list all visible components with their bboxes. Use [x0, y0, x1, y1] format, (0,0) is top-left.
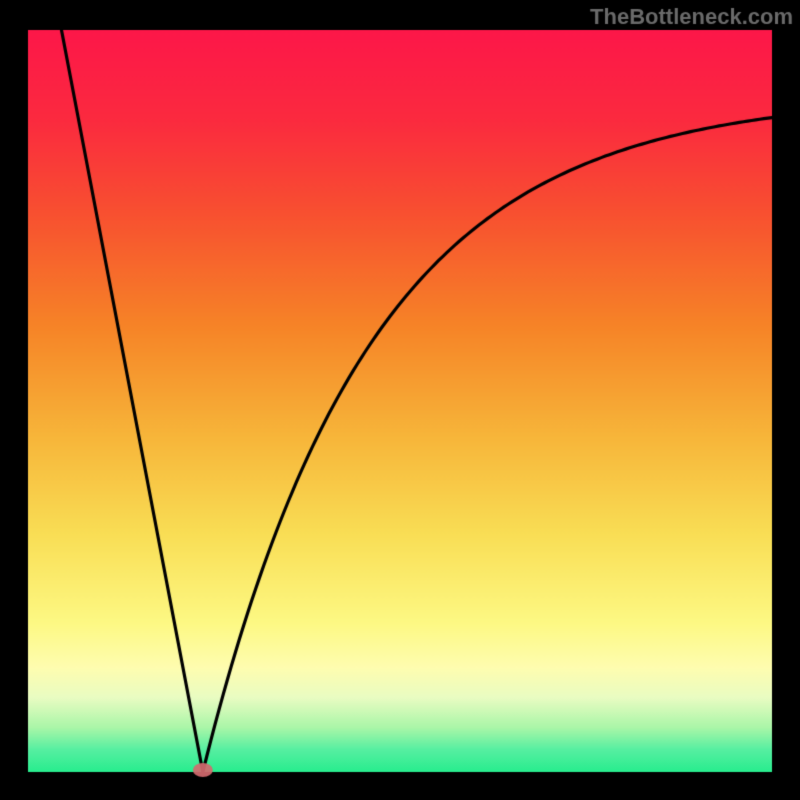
chart-canvas — [0, 0, 800, 800]
bottleneck-chart: TheBottleneck.com — [0, 0, 800, 800]
